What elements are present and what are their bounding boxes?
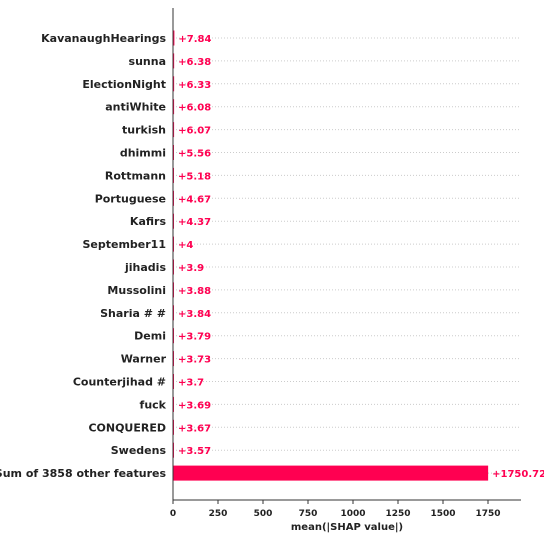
value-label: +7.84 [178, 34, 211, 45]
value-label: +1750.72 [492, 469, 544, 480]
x-tick-label: 1000 [340, 509, 365, 519]
x-tick-label: 750 [299, 509, 318, 519]
value-label: +3.79 [178, 332, 211, 343]
value-label: +6.33 [178, 80, 211, 91]
feature-label: jihadis [124, 261, 166, 274]
x-tick-label: 500 [254, 509, 273, 519]
feature-label: Counterjihad # [73, 376, 166, 389]
value-label: +4.37 [178, 217, 211, 228]
bar [173, 30, 175, 46]
bar [173, 465, 489, 481]
feature-label: Sum of 3858 other features [0, 467, 166, 480]
feature-label: dhimmi [120, 147, 166, 160]
bar [173, 122, 175, 138]
feature-label: Sharia # # [100, 307, 166, 320]
feature-label: CONQUERED [88, 421, 166, 434]
x-tick-label: 0 [170, 509, 176, 519]
value-label: +4 [178, 240, 193, 251]
bars [173, 30, 489, 481]
bar [173, 53, 175, 69]
feature-label: fuck [140, 398, 167, 411]
feature-label: Demi [134, 330, 166, 343]
feature-label: Portuguese [95, 192, 166, 205]
feature-labels: KavanaughHearings sunna ElectionNight antiW… [0, 32, 167, 480]
feature-label: KavanaughHearings [41, 32, 166, 45]
value-label: +3.88 [178, 286, 211, 297]
value-label: +3.7 [178, 378, 204, 389]
value-label: +6.08 [178, 103, 211, 114]
feature-label: Kafirs [130, 215, 167, 228]
feature-label: Rottmann [105, 169, 166, 182]
value-label: +3.84 [178, 309, 211, 320]
value-label: +6.38 [178, 57, 211, 68]
bar [173, 99, 175, 115]
value-label: +6.07 [178, 126, 211, 137]
bar [173, 145, 175, 160]
x-tick-label: 1500 [430, 509, 455, 519]
feature-label: Swedens [111, 444, 167, 457]
row-gridlines [173, 37, 521, 474]
value-label: +3.67 [178, 423, 211, 434]
feature-label: antiWhite [105, 101, 166, 114]
value-label: +5.56 [178, 149, 211, 160]
x-tick-label: 1250 [385, 509, 410, 519]
feature-label: September11 [82, 238, 166, 251]
x-tick-label: 250 [209, 509, 228, 519]
value-labels: +7.84 +6.38 +6.33 +6.08 +6.07 +5.56 +5.18 +4.67… [178, 34, 544, 480]
value-label: +4.67 [178, 194, 211, 205]
feature-label: ElectionNight [82, 78, 166, 91]
x-axis-label: mean(|SHAP value|) [291, 522, 403, 533]
value-label: +5.18 [178, 171, 211, 182]
feature-label: turkish [122, 124, 166, 137]
value-label: +3.73 [178, 355, 211, 366]
feature-label: Warner [121, 353, 167, 366]
bar [173, 76, 175, 92]
x-tick-label: 1750 [475, 509, 500, 519]
value-label: +3.69 [178, 400, 211, 411]
feature-label: sunna [129, 55, 166, 68]
x-ticks: 0 250 500 750 1000 1250 1500 1750 [170, 500, 501, 519]
feature-label: Mussolini [107, 284, 166, 297]
value-label: +3.9 [178, 263, 204, 274]
value-label: +3.57 [178, 446, 211, 457]
